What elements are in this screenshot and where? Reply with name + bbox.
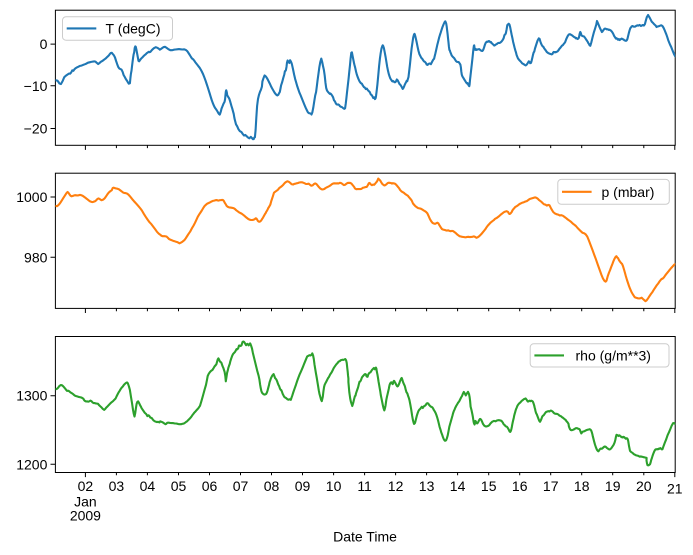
svg-text:08: 08	[264, 478, 280, 494]
svg-text:980: 980	[24, 249, 48, 265]
svg-text:09: 09	[295, 478, 311, 494]
svg-text:1000: 1000	[16, 189, 47, 205]
svg-text:14: 14	[450, 478, 466, 494]
svg-text:13: 13	[419, 478, 435, 494]
svg-text:p (mbar): p (mbar)	[602, 184, 655, 200]
svg-text:rho (g/m**3): rho (g/m**3)	[576, 347, 651, 363]
svg-text:−10: −10	[24, 78, 48, 94]
svg-text:19: 19	[605, 478, 621, 494]
svg-text:T (degC): T (degC)	[106, 20, 161, 36]
svg-text:18: 18	[574, 478, 590, 494]
svg-text:2009: 2009	[70, 508, 101, 524]
svg-text:Date Time: Date Time	[333, 528, 397, 544]
svg-text:04: 04	[140, 478, 156, 494]
svg-text:0: 0	[40, 36, 48, 52]
svg-text:03: 03	[109, 478, 125, 494]
svg-text:12: 12	[388, 478, 404, 494]
svg-text:1300: 1300	[16, 388, 47, 404]
svg-text:16: 16	[512, 478, 528, 494]
svg-text:−20: −20	[24, 121, 48, 137]
svg-text:05: 05	[171, 478, 187, 494]
svg-text:11: 11	[357, 478, 372, 494]
svg-text:17: 17	[543, 478, 559, 494]
svg-text:15: 15	[481, 478, 497, 494]
svg-text:10: 10	[326, 478, 342, 494]
svg-text:06: 06	[202, 478, 218, 494]
svg-text:02: 02	[78, 478, 94, 494]
svg-text:21: 21	[667, 481, 683, 497]
svg-text:1200: 1200	[16, 456, 47, 472]
svg-text:07: 07	[233, 478, 249, 494]
svg-text:20: 20	[636, 478, 652, 494]
svg-text:Jan: Jan	[74, 494, 97, 510]
